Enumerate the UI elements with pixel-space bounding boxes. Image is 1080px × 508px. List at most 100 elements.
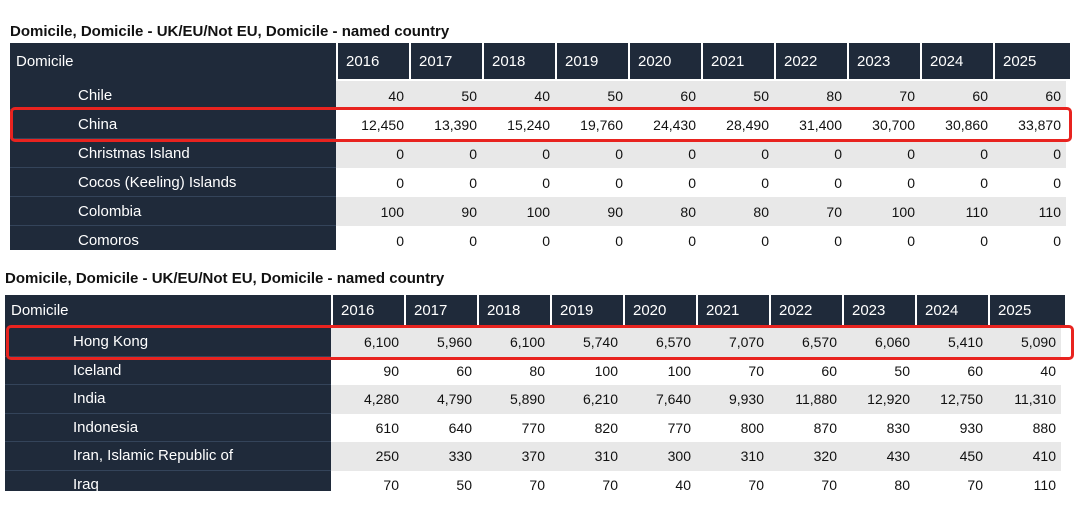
cell-value: 70 (331, 470, 404, 491)
cell-value: 4,280 (331, 385, 404, 414)
header-year: 2021 (701, 43, 774, 79)
cell-value: 0 (555, 139, 628, 168)
cell-value: 800 (696, 413, 769, 442)
cell-value: 310 (550, 442, 623, 471)
cell-value: 6,570 (769, 328, 842, 357)
table-header: Domicile 2016 2017 2018 2019 2020 2021 2022 2023… (5, 295, 1065, 325)
bottom-section: Domicile, Domicile - UK/EU/Not EU, Domic… (5, 269, 1074, 491)
table-row: Iceland 90 60 80 100 100 70 60 50 60 40 (5, 356, 1065, 385)
header-year: 2016 (336, 43, 409, 79)
cell-value: 610 (331, 413, 404, 442)
cell-value: 50 (842, 356, 915, 385)
cell-value: 60 (404, 356, 477, 385)
cell-value: 110 (993, 197, 1066, 226)
cell-value: 60 (920, 81, 993, 110)
cell-value: 0 (993, 168, 1066, 197)
cell-value: 24,430 (628, 110, 701, 139)
cell-value: 0 (336, 226, 409, 250)
header-year: 2023 (847, 43, 920, 79)
cell-value: 33,870 (993, 110, 1066, 139)
cell-value: 80 (477, 356, 550, 385)
row-label: Iraq (5, 470, 331, 491)
table-row: China 12,450 13,390 15,240 19,760 24,430 28,49… (10, 110, 1070, 139)
cell-value: 60 (915, 356, 988, 385)
cell-value: 0 (993, 226, 1066, 250)
table-row: Iran, Islamic Republic of 250 330 370 310 300… (5, 442, 1065, 471)
cell-value: 0 (701, 168, 774, 197)
cell-value: 0 (628, 168, 701, 197)
cell-value: 50 (555, 81, 628, 110)
table-body: Chile 40 50 40 50 60 50 80 70 60 60 China 12,450 13,3… (10, 81, 1070, 250)
cell-value: 0 (409, 168, 482, 197)
table-row: Hong Kong 6,100 5,960 6,100 5,740 6,570 7,070 6… (5, 328, 1065, 357)
cell-value: 12,450 (336, 110, 409, 139)
cell-value: 0 (555, 168, 628, 197)
cell-value: 0 (482, 139, 555, 168)
cell-value: 6,210 (550, 385, 623, 414)
cell-value: 70 (847, 81, 920, 110)
cell-value: 370 (477, 442, 550, 471)
cell-value: 300 (623, 442, 696, 471)
header-domicile: Domicile (11, 301, 69, 319)
row-label: Iceland (5, 356, 331, 385)
table-body: Hong Kong 6,100 5,960 6,100 5,740 6,570 7,070 6… (5, 328, 1065, 491)
cell-value: 7,640 (623, 385, 696, 414)
cell-value: 320 (769, 442, 842, 471)
header-year: 2017 (404, 295, 477, 325)
header-year: 2025 (993, 43, 1066, 79)
cell-value: 0 (701, 226, 774, 250)
cell-value: 80 (628, 197, 701, 226)
cell-value: 450 (915, 442, 988, 471)
cell-value: 19,760 (555, 110, 628, 139)
table-row: Chile 40 50 40 50 60 50 80 70 60 60 (10, 81, 1070, 110)
cell-value: 0 (847, 168, 920, 197)
cell-value: 11,880 (769, 385, 842, 414)
cell-value: 100 (623, 356, 696, 385)
cell-value: 12,920 (842, 385, 915, 414)
cell-value: 0 (628, 139, 701, 168)
cell-value: 0 (336, 168, 409, 197)
row-label: China (10, 110, 336, 139)
cell-value: 70 (696, 470, 769, 491)
cell-value: 880 (988, 413, 1061, 442)
cell-value: 70 (696, 356, 769, 385)
cell-value: 0 (920, 226, 993, 250)
header-year: 2021 (696, 295, 769, 325)
table-row: Christmas Island 0 0 0 0 0 0 0 0 0 0 (10, 139, 1070, 168)
top-table-title: Domicile, Domicile - UK/EU/Not EU, Domic… (10, 23, 450, 40)
cell-value: 70 (774, 197, 847, 226)
cell-value: 100 (336, 197, 409, 226)
header-year: 2020 (623, 295, 696, 325)
cell-value: 110 (988, 470, 1061, 491)
row-label: India (5, 385, 331, 414)
cell-value: 12,750 (915, 385, 988, 414)
cell-value: 770 (623, 413, 696, 442)
table-row: Iraq 70 50 70 70 40 70 70 80 70 110 (5, 470, 1065, 491)
table-row: Colombia 100 90 100 90 80 80 70 100 110 110 (10, 197, 1070, 226)
cell-value: 0 (409, 226, 482, 250)
cell-value: 60 (628, 81, 701, 110)
row-label: Christmas Island (10, 139, 336, 168)
cell-value: 0 (920, 168, 993, 197)
cell-value: 5,090 (988, 328, 1061, 357)
header-year: 2017 (409, 43, 482, 79)
cell-value: 5,410 (915, 328, 988, 357)
cell-value: 5,740 (550, 328, 623, 357)
cell-value: 770 (477, 413, 550, 442)
cell-value: 90 (555, 197, 628, 226)
header-year: 2018 (477, 295, 550, 325)
cell-value: 5,960 (404, 328, 477, 357)
cell-value: 0 (993, 139, 1066, 168)
cell-value: 28,490 (701, 110, 774, 139)
cell-value: 50 (701, 81, 774, 110)
cell-value: 70 (550, 470, 623, 491)
header-domicile: Domicile (16, 52, 74, 70)
cell-value: 9,930 (696, 385, 769, 414)
cell-value: 7,070 (696, 328, 769, 357)
cell-value: 11,310 (988, 385, 1061, 414)
cell-value: 40 (623, 470, 696, 491)
cell-value: 6,570 (623, 328, 696, 357)
cell-value: 60 (769, 356, 842, 385)
header-year: 2025 (988, 295, 1061, 325)
cell-value: 50 (409, 81, 482, 110)
